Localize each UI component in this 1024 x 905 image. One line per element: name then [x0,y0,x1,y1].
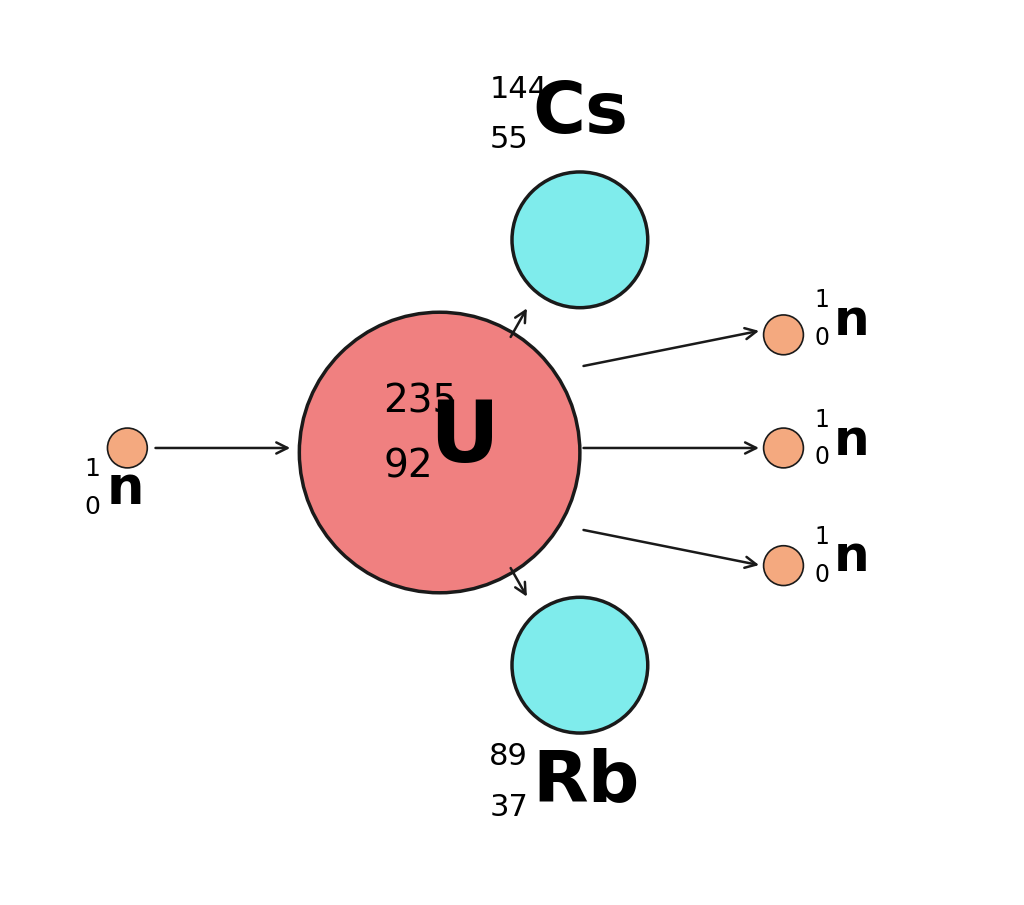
Circle shape [764,315,804,355]
Circle shape [512,597,648,733]
Text: 1: 1 [814,407,829,432]
Text: 1: 1 [814,525,829,549]
Text: 235: 235 [384,383,458,421]
Circle shape [764,428,804,468]
Text: 0: 0 [814,326,829,350]
Text: n: n [106,462,144,515]
Circle shape [512,172,648,308]
Text: 1: 1 [84,457,99,481]
Text: 0: 0 [814,563,829,587]
Text: n: n [835,297,869,346]
Text: Rb: Rb [531,748,639,816]
Text: 89: 89 [489,742,528,771]
Text: U: U [429,397,499,481]
Text: 144: 144 [489,75,548,104]
Circle shape [108,428,147,468]
Text: 1: 1 [814,288,829,312]
Text: 0: 0 [814,445,829,470]
Text: 55: 55 [489,125,528,154]
Circle shape [299,312,580,593]
Text: n: n [835,416,869,465]
Text: Cs: Cs [531,79,628,148]
Text: 92: 92 [384,448,433,486]
Text: n: n [835,532,869,581]
Text: 37: 37 [489,793,528,822]
Circle shape [764,546,804,586]
Text: 0: 0 [84,495,99,519]
